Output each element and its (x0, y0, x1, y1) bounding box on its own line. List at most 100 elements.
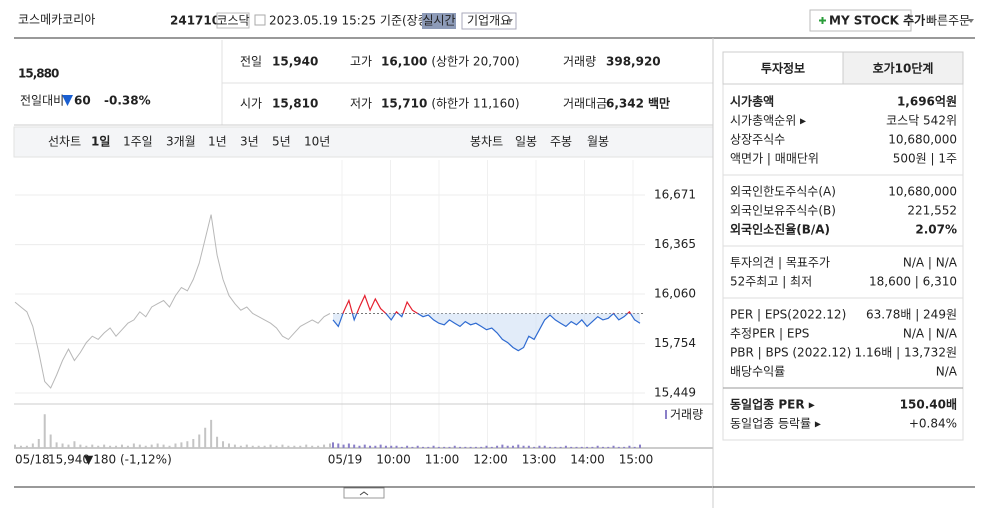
volume-bar (596, 445, 599, 448)
volume-bar (421, 446, 424, 448)
info-value: N/A | N/A (903, 327, 958, 341)
tab-inactive[interactable] (842, 51, 964, 85)
volume-bar (559, 446, 562, 448)
volume-bar (527, 445, 530, 448)
volume-bar (580, 446, 583, 448)
volume-bar (453, 445, 456, 448)
price-line-down (332, 313, 641, 352)
volume-bar (374, 445, 377, 448)
change: 60 (74, 94, 91, 108)
area-fill (333, 313, 640, 351)
info-label: PER | EPS(2022.12) (730, 308, 846, 322)
volume-bar (617, 446, 620, 448)
mystock-button[interactable] (809, 9, 912, 32)
candle-tab[interactable]: 월봉 (587, 135, 609, 149)
volume-bar (347, 443, 350, 448)
quote-sub: (상한가 20,700) (431, 55, 519, 69)
volume-bar (591, 446, 594, 448)
info-value: 150.40배 (900, 397, 957, 412)
company[interactable]: 기업개요 (467, 14, 511, 28)
realtime[interactable]: 실시간 (422, 14, 455, 28)
quote-sub: (하한가 11,160) (431, 97, 519, 111)
volume-bar (79, 444, 82, 448)
volume-bar (564, 445, 567, 448)
tab-active[interactable] (722, 51, 844, 85)
volume-bar (263, 445, 266, 448)
footer-date: 05/18 (15, 453, 50, 467)
prev-price-line (14, 214, 331, 389)
volume-bar (432, 445, 435, 448)
footer-change: ▼180 (-1,12%) (84, 453, 172, 467)
x-tick-label: 11:00 (425, 453, 460, 467)
volume-bar (49, 434, 52, 448)
panel-tab[interactable]: 호가10단계 (873, 61, 934, 76)
volume-bar (233, 444, 236, 448)
company-button[interactable] (461, 12, 517, 30)
period-tab[interactable]: 10년 (304, 135, 330, 149)
stock-name: 코스메카코리아 (18, 13, 95, 27)
info-label: 시가총액순위 ▸ (730, 114, 806, 128)
footer-price: 15,940 (48, 453, 90, 467)
y-tick-label: 16,671 (654, 188, 696, 202)
market: 코스닥 (216, 14, 249, 28)
volume-bar (543, 445, 546, 448)
calendar-icon (254, 14, 266, 26)
quote-label: 거래량 (563, 55, 596, 69)
volume-bar (353, 444, 356, 448)
volume-bar (533, 446, 536, 448)
volume-bar (251, 445, 254, 448)
volume-bar (554, 446, 557, 448)
market-badge (216, 12, 250, 29)
volume-bar (395, 445, 398, 448)
candle-tab[interactable]: 주봉 (550, 135, 572, 149)
volume-bar (287, 445, 290, 448)
volume-bar (443, 446, 446, 448)
period-tab[interactable]: 3개월 (166, 135, 196, 149)
change-label: 전일대비 (20, 94, 64, 108)
quote-label: 전일 (240, 55, 262, 69)
volume-bar (501, 444, 504, 448)
volume-bar (570, 446, 573, 448)
volume-bar (329, 443, 331, 448)
volume-bar (390, 445, 393, 448)
period-tab[interactable]: 1일 (91, 135, 110, 149)
collapse-button[interactable] (343, 487, 385, 499)
info-label: 52주최고 | 최저 (730, 275, 812, 289)
volume-bar (269, 444, 272, 448)
quick-order[interactable]: 빠른주문 (926, 14, 970, 28)
period-tab[interactable]: 1년 (208, 135, 227, 149)
volume-bar (239, 445, 242, 448)
volume-bar (162, 444, 165, 448)
volume-bar (586, 446, 589, 448)
volume-bar (448, 446, 451, 448)
info-value: N/A | N/A (903, 256, 958, 270)
info-value: 221,552 (907, 204, 957, 218)
period-tab[interactable]: 5년 (272, 135, 291, 149)
panel-tab[interactable]: 투자정보 (761, 61, 805, 76)
volume-bar (97, 445, 100, 448)
volume-bar (317, 445, 320, 448)
period-tab[interactable]: 1주일 (123, 135, 153, 149)
volume-bar (192, 439, 195, 448)
volume-bar (379, 444, 382, 448)
volume-bar (150, 444, 153, 448)
volume-bar (37, 439, 40, 448)
volume-bar (612, 445, 615, 448)
info-value: 코스닥 542위 (886, 114, 957, 128)
volume-bar (639, 444, 641, 448)
volume-bar (31, 443, 34, 448)
current-price: 15,880 (18, 67, 59, 81)
period-tab[interactable]: 3년 (240, 135, 259, 149)
candle-tab[interactable]: 일봉 (515, 135, 537, 149)
mystock[interactable]: MY STOCK 추가 (829, 13, 925, 28)
info-value: 18,600 | 6,310 (869, 275, 957, 289)
volume-bar (132, 443, 135, 448)
date: 2023.05.19 15:25 기준(장중) (269, 14, 433, 28)
x-tick-label: 10:00 (376, 453, 411, 467)
volume-bar (293, 445, 296, 448)
volume-bar (469, 446, 472, 448)
chevron (359, 491, 369, 496)
volume-bar (55, 442, 58, 448)
volume-bar (437, 446, 440, 448)
